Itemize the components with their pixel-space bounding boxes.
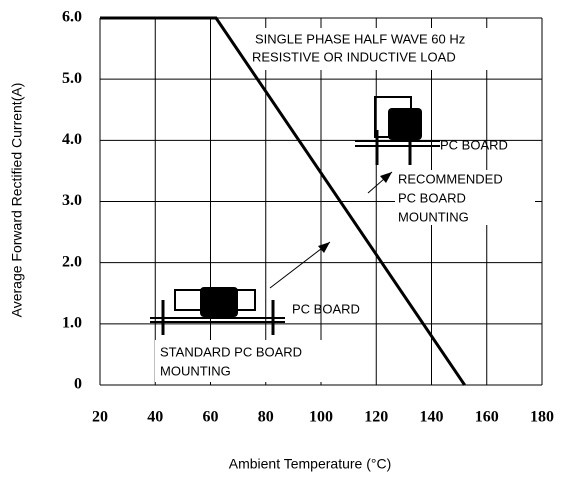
y-axis-label: Average Forward Rectified Current(A)	[9, 83, 25, 318]
x-tick-label: 20	[92, 409, 108, 426]
x-tick-label: 120	[364, 409, 388, 426]
annotation: STANDARD PC BOARD	[160, 344, 302, 359]
annotation: PC BOARD	[440, 137, 508, 152]
annotation: MOUNTING	[398, 209, 469, 224]
chart: Average Forward Rectified Current(A) Amb…	[0, 0, 562, 477]
x-tick-label: 80	[258, 409, 274, 426]
annotation: PC BOARD	[292, 301, 360, 316]
x-tick-label: 100	[309, 409, 333, 426]
annotation: PC BOARD	[398, 190, 466, 205]
y-tick-label: 6.0	[62, 9, 82, 26]
y-tick-label: 0	[74, 376, 82, 393]
component-body	[200, 287, 238, 317]
y-tick-label: 1.0	[62, 315, 82, 332]
annotation: RESISTIVE OR INDUCTIVE LOAD	[252, 49, 456, 64]
annotation: SINGLE PHASE HALF WAVE 60 Hz	[255, 31, 465, 46]
y-tick-label: 4.0	[62, 131, 82, 148]
annotation: RECOMMENDED	[398, 171, 503, 186]
y-tick-label: 2.0	[62, 253, 82, 270]
x-tick-label: 180	[530, 409, 554, 426]
y-tick-label: 3.0	[62, 192, 82, 209]
x-tick-label: 60	[203, 409, 219, 426]
x-tick-label: 40	[147, 409, 163, 426]
y-tick-label: 5.0	[62, 70, 82, 87]
x-tick-label: 160	[475, 409, 499, 426]
annotation: MOUNTING	[160, 363, 231, 378]
component-body	[388, 108, 422, 140]
x-axis-label: Ambient Temperature (°C)	[229, 456, 392, 472]
x-tick-label: 140	[420, 409, 444, 426]
